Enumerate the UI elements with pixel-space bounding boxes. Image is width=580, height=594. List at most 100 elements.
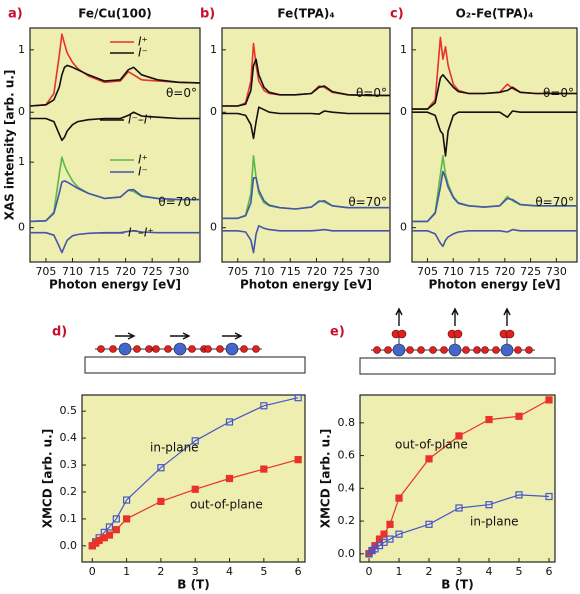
- y-tick-label: 0: [400, 221, 407, 234]
- fe-atom: [392, 343, 406, 357]
- series-label: out-of-plane: [190, 498, 263, 512]
- line-series: [412, 170, 577, 223]
- x-tick-label: 705: [35, 265, 56, 278]
- substrate: [84, 356, 306, 374]
- panel-label: b): [200, 7, 215, 22]
- ligand-atom: [462, 346, 470, 354]
- marker: [294, 394, 302, 402]
- legend-label: I⁺: [138, 153, 148, 167]
- x-axis-label: Photon energy [eV]: [49, 278, 181, 292]
- line-series: [222, 58, 390, 107]
- annotation: θ=0°: [543, 86, 574, 100]
- fe-atom: [118, 342, 132, 356]
- ligand-atom: [188, 345, 196, 353]
- plot-area: [221, 27, 391, 263]
- plot-area: [359, 394, 556, 563]
- panel-title: Fe(TPA)₄: [277, 7, 334, 21]
- spin-arrow: [222, 332, 243, 340]
- marker: [157, 464, 165, 472]
- annotation: θ=0°: [356, 86, 387, 100]
- x-tick-label: 705: [227, 265, 248, 278]
- legend-label: I⁻–I⁺: [128, 226, 154, 240]
- ligand-atom: [204, 345, 212, 353]
- spin-arrow: [503, 307, 511, 326]
- x-tick-label: 3: [456, 565, 463, 578]
- line-series: [222, 106, 390, 140]
- y-tick-label: 1: [210, 43, 217, 56]
- x-tick-label: 4: [486, 565, 493, 578]
- y-tick-label: 0.8: [338, 416, 356, 429]
- ligand-atom: [164, 345, 172, 353]
- oxygen-atom: [505, 329, 515, 339]
- x-tick-label: 3: [192, 565, 199, 578]
- x-tick-label: 710: [443, 265, 464, 278]
- marker: [105, 531, 114, 539]
- line-series: [412, 228, 577, 248]
- annotation: θ=70°: [535, 195, 574, 209]
- x-tick-label: 730: [168, 265, 189, 278]
- x-axis-label: Photon energy [eV]: [428, 278, 560, 292]
- x-tick-label: 715: [280, 265, 301, 278]
- x-tick-label: 720: [306, 265, 327, 278]
- line-series: [222, 225, 390, 254]
- marker: [225, 474, 234, 483]
- marker: [122, 496, 131, 504]
- marker: [545, 396, 553, 404]
- y-tick-label: 0: [18, 221, 25, 234]
- x-tick-label: 725: [142, 265, 163, 278]
- fe-atom: [448, 343, 462, 357]
- x-tick-label: 715: [469, 265, 490, 278]
- y-tick-label: 0: [210, 221, 217, 234]
- marker: [294, 456, 302, 464]
- series-label: in-plane: [150, 441, 199, 455]
- fe-atom: [173, 342, 187, 356]
- line-series: [412, 110, 577, 157]
- panel-label: d): [52, 325, 67, 340]
- panel-label: e): [330, 325, 345, 340]
- x-axis-label: Photon energy [eV]: [240, 278, 372, 292]
- marker: [112, 526, 120, 534]
- x-axis-label: B (T): [177, 578, 209, 592]
- plot-area: [29, 27, 201, 263]
- ligand-atom: [216, 345, 224, 353]
- spin-arrow: [451, 307, 459, 326]
- y-tick-label: 0: [400, 105, 407, 118]
- x-tick-label: 6: [295, 565, 302, 578]
- oxygen-atom: [453, 329, 463, 339]
- line-series: [222, 177, 390, 220]
- spin-arrow: [395, 307, 403, 326]
- x-tick-label: 720: [115, 265, 136, 278]
- line-series: [29, 64, 201, 107]
- ligand-atom: [240, 345, 248, 353]
- annotation: θ=0°: [166, 86, 197, 100]
- panel-title: O₂-Fe(TPA)₄: [456, 7, 534, 21]
- series-label: out-of-plane: [395, 438, 468, 452]
- oxygen-atom: [397, 329, 407, 339]
- y-axis-label: XMCD [arb. u.]: [319, 429, 333, 529]
- ligand-atom: [429, 346, 437, 354]
- y-tick-label: 1: [18, 155, 25, 168]
- ligand-atom: [373, 346, 381, 354]
- y-tick-label: 0.0: [60, 539, 78, 552]
- ligand-atom: [417, 346, 425, 354]
- x-tick-label: 705: [417, 265, 438, 278]
- marker: [386, 535, 394, 543]
- x-tick-label: 1: [123, 565, 130, 578]
- x-tick-label: 2: [157, 565, 164, 578]
- y-tick-label: 0.2: [60, 485, 78, 498]
- x-tick-label: 720: [494, 265, 515, 278]
- marker: [395, 494, 403, 502]
- marker: [455, 504, 463, 512]
- x-tick-label: 730: [359, 265, 380, 278]
- marker: [485, 501, 493, 509]
- y-axis-label: XMCD [arb. u.]: [41, 429, 55, 529]
- marker: [386, 520, 394, 528]
- legend-label: I⁻: [138, 165, 148, 179]
- x-tick-label: 715: [89, 265, 110, 278]
- panel-label: a): [8, 7, 23, 22]
- marker: [515, 491, 523, 499]
- fe-atom: [500, 343, 514, 357]
- spin-arrow: [170, 332, 191, 340]
- marker: [515, 412, 523, 420]
